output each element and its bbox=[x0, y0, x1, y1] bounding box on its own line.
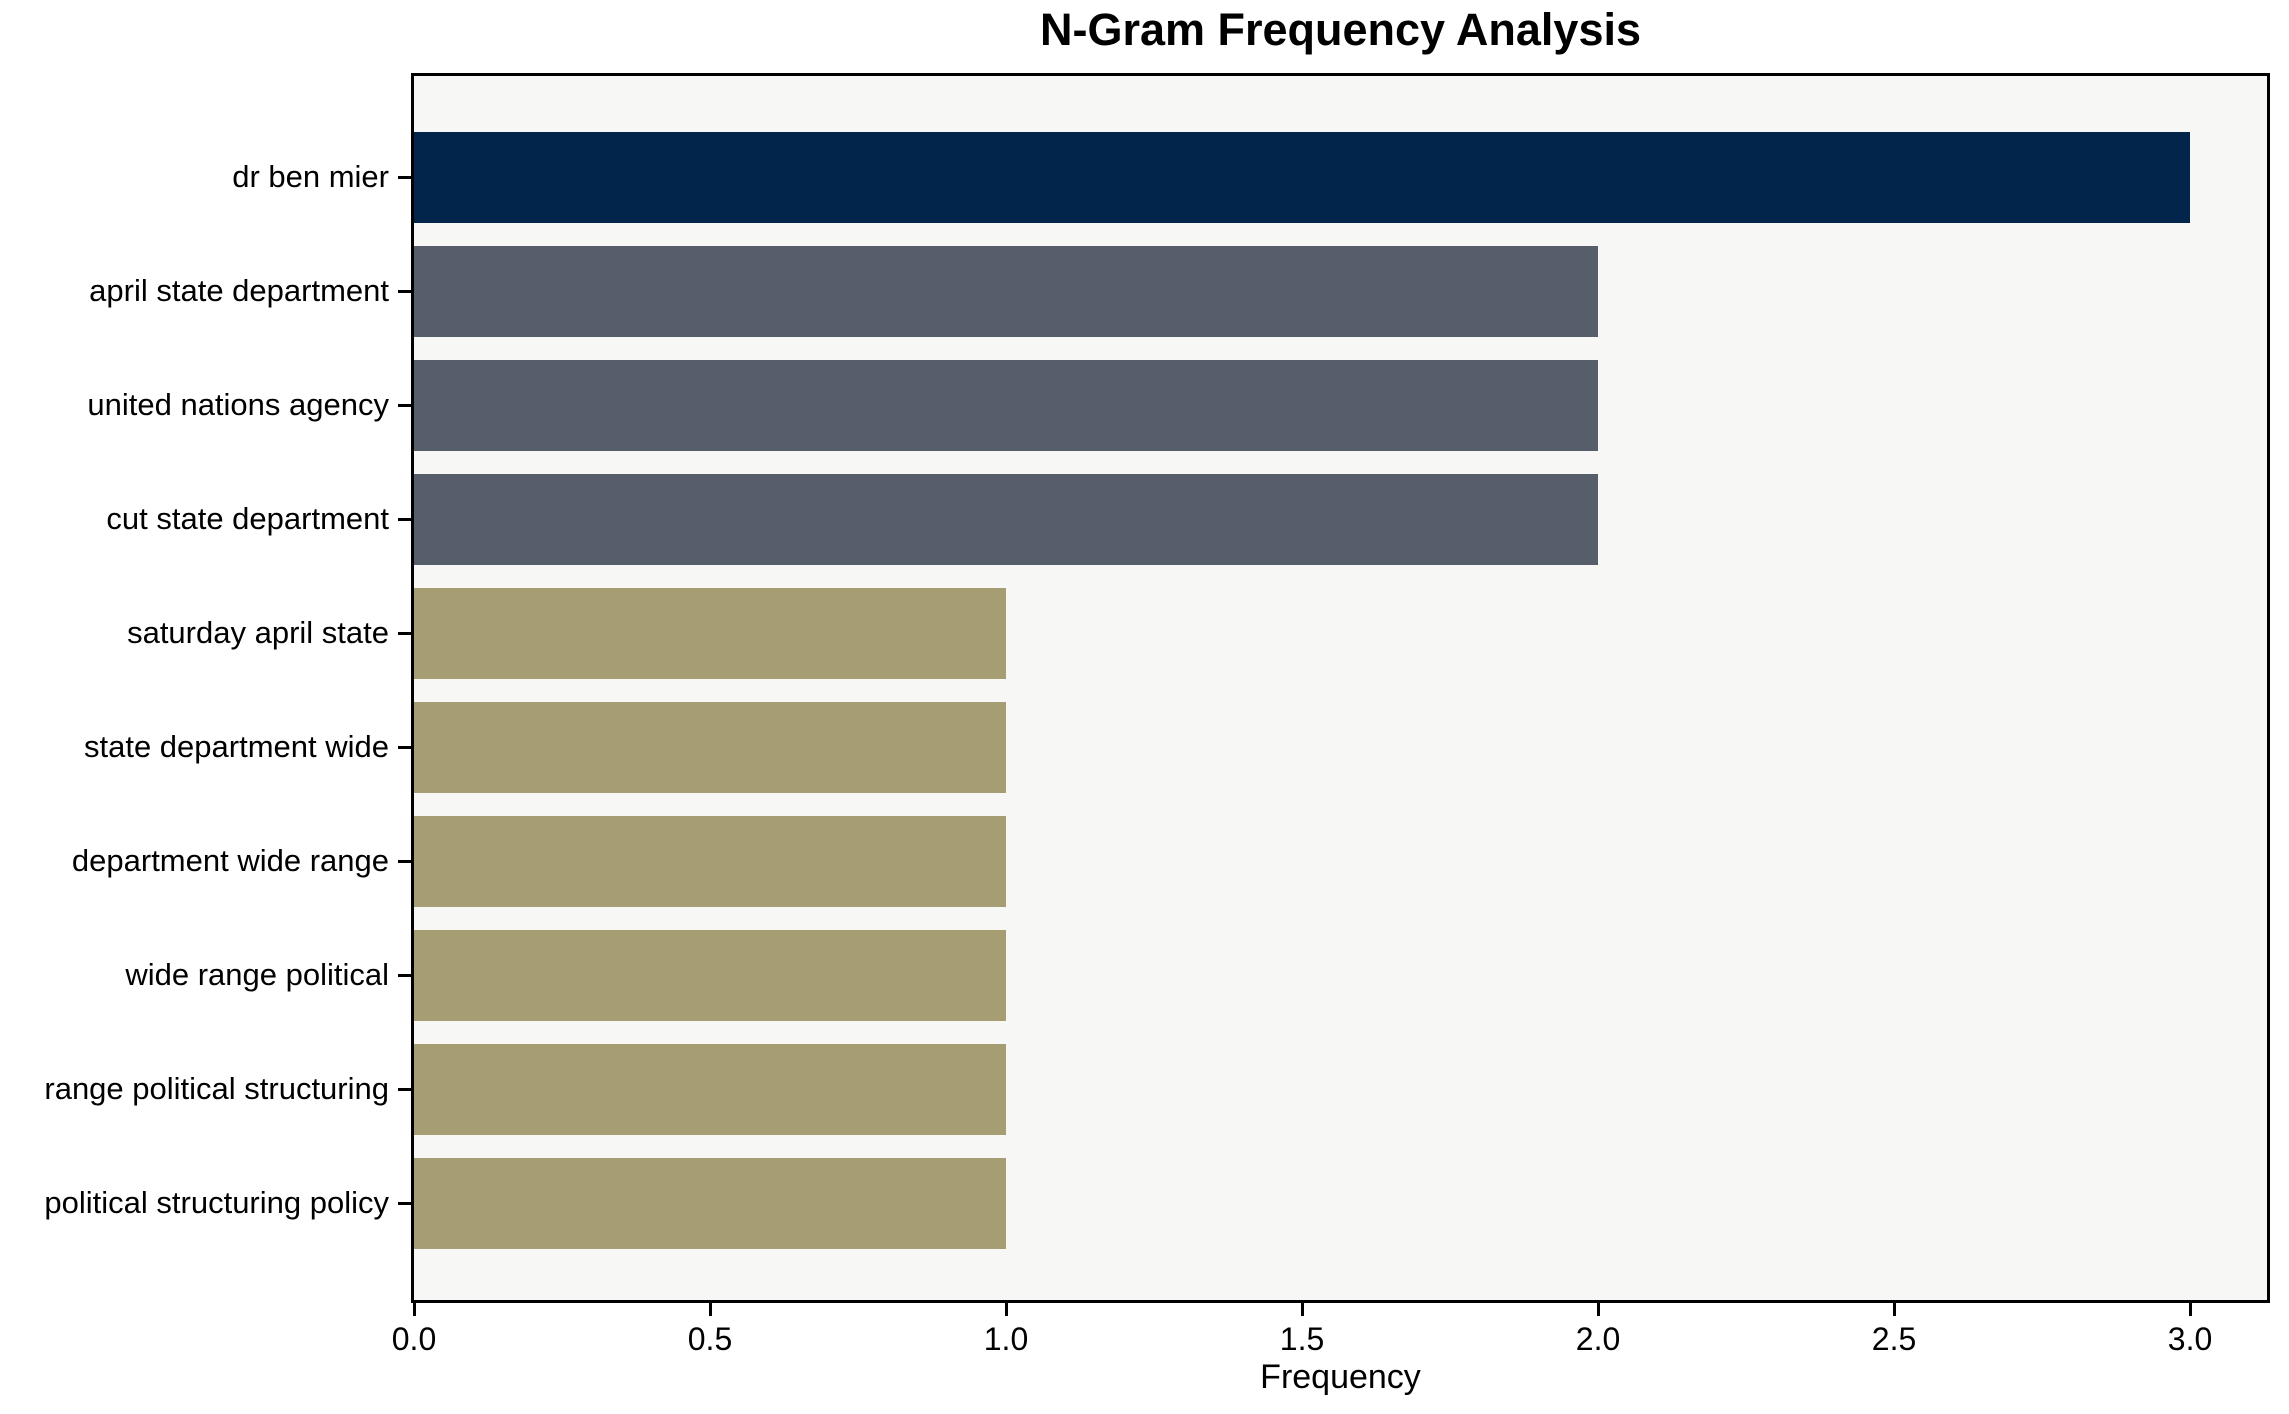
bar-cut-state-department bbox=[414, 473, 1599, 565]
y-tick-mark bbox=[398, 517, 411, 521]
x-tick-label: 0.5 bbox=[687, 1321, 733, 1357]
y-tick-mark bbox=[398, 289, 411, 293]
y-tick-mark bbox=[398, 745, 411, 749]
y-tick-label: wide range political bbox=[125, 957, 389, 992]
y-tick-mark bbox=[398, 175, 411, 179]
x-tick-mark bbox=[1596, 1303, 1600, 1316]
bar-range-political-structuring bbox=[414, 1043, 1006, 1135]
bar-wide-range-political bbox=[414, 929, 1006, 1021]
x-tick-label: 1.0 bbox=[983, 1321, 1029, 1357]
x-tick-label: 2.0 bbox=[1575, 1321, 1621, 1357]
chart-title: N-Gram Frequency Analysis bbox=[1039, 4, 1642, 55]
bar-united-nations-agency bbox=[414, 359, 1599, 451]
bar-department-wide-range bbox=[414, 815, 1006, 907]
bar-state-department-wide bbox=[414, 701, 1006, 793]
y-tick-label: state department wide bbox=[83, 729, 389, 764]
y-tick-mark bbox=[398, 631, 411, 635]
y-tick-mark bbox=[398, 1087, 411, 1091]
x-tick-mark bbox=[1892, 1303, 1896, 1316]
plot-area bbox=[411, 73, 2270, 1303]
x-tick-mark bbox=[412, 1303, 416, 1316]
y-tick-mark bbox=[398, 859, 411, 863]
x-tick-label: 1.5 bbox=[1279, 1321, 1325, 1357]
y-tick-label: dr ben mier bbox=[232, 159, 389, 194]
x-tick-label: 0.0 bbox=[391, 1321, 437, 1357]
x-tick-mark bbox=[708, 1303, 712, 1316]
x-tick-mark bbox=[1300, 1303, 1304, 1316]
y-tick-label: political structuring policy bbox=[44, 1185, 389, 1220]
bar-political-structuring-policy bbox=[414, 1157, 1006, 1249]
y-tick-label: cut state department bbox=[106, 501, 389, 536]
x-tick-label: 3.0 bbox=[2167, 1321, 2213, 1357]
bar-dr-ben-mier bbox=[414, 131, 2191, 223]
y-tick-mark bbox=[398, 1201, 411, 1205]
y-tick-label: april state department bbox=[89, 273, 389, 308]
y-tick-label: united nations agency bbox=[87, 387, 389, 422]
bar-saturday-april-state bbox=[414, 587, 1006, 679]
x-tick-mark bbox=[1004, 1303, 1008, 1316]
y-tick-mark bbox=[398, 403, 411, 407]
x-tick-mark bbox=[2188, 1303, 2192, 1316]
y-tick-label: saturday april state bbox=[127, 615, 389, 650]
y-tick-label: range political structuring bbox=[44, 1071, 389, 1106]
bar-april-state-department bbox=[414, 245, 1599, 337]
x-tick-label: 2.5 bbox=[1871, 1321, 1917, 1357]
y-tick-mark bbox=[398, 973, 411, 977]
x-axis-label: Frequency bbox=[1260, 1358, 1421, 1396]
y-tick-label: department wide range bbox=[71, 843, 389, 878]
